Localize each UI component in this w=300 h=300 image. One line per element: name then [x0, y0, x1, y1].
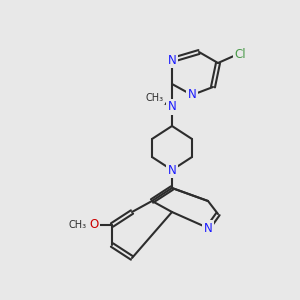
Text: N: N	[168, 100, 176, 113]
Text: CH₃: CH₃	[146, 93, 164, 103]
Text: N: N	[168, 164, 176, 176]
Text: Cl: Cl	[234, 49, 246, 62]
Text: N: N	[188, 88, 196, 101]
Text: N: N	[204, 221, 212, 235]
Text: CH₃: CH₃	[69, 220, 87, 230]
Text: O: O	[89, 218, 99, 232]
Text: N: N	[168, 53, 176, 67]
